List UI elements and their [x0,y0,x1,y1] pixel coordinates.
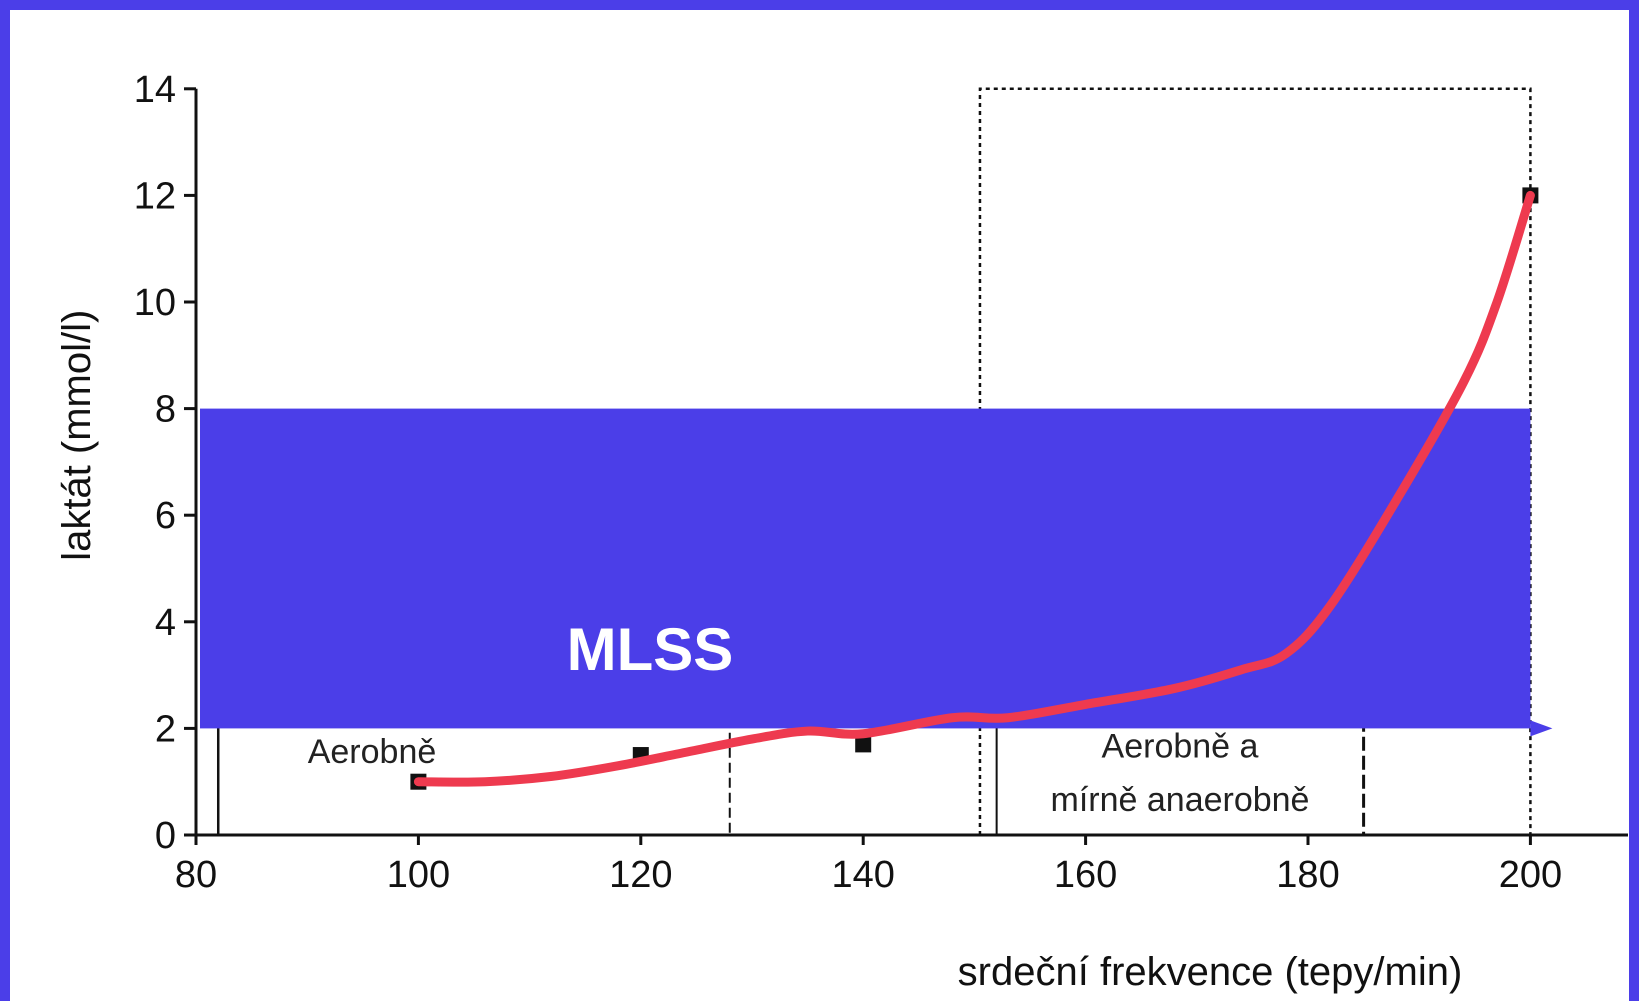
x-axis-label: srdeční frekvence (tepy/min) [958,950,1463,994]
x-tick-label: 140 [831,854,894,896]
y-tick-label: 12 [134,175,176,217]
x-tick-label: 100 [387,854,450,896]
mlss-band-arrow [1530,720,1553,737]
measured-point [855,736,872,753]
mlss-band [200,408,1531,729]
band-layer [200,408,1553,737]
y-tick-label: 4 [155,602,176,644]
x-tick-label: 120 [609,854,672,896]
zone-mixed-label-line2: mírně anaerobně [1051,781,1310,819]
axes-layer: 80 100 120 140 160 180 200 0 2 4 6 8 10 12 14 [134,69,1628,896]
y-tick-label: 8 [155,389,176,431]
zones-layer: Aerobně Aerobně a mírně anaerobně [216,87,1532,835]
y-tick-label: 0 [155,815,176,857]
x-tick-label: 160 [1054,854,1117,896]
y-tick-label: 14 [134,69,176,111]
mlss-label: MLSS [567,616,734,683]
y-axis-label: laktát (mmol/l) [55,310,99,561]
labels-layer: srdeční frekvence (tepy/min) laktát (mmo… [55,310,1462,994]
y-tick-label: 2 [155,708,176,750]
zone-aerobic-label: Aerobně [308,733,437,771]
y-tick-label: 10 [134,282,176,324]
x-tick-label: 180 [1276,854,1339,896]
y-tick-label: 6 [155,495,176,537]
curve-layer [413,190,1535,787]
x-tick-label: 200 [1499,854,1562,896]
x-tick-label: 80 [175,854,217,896]
lactate-curve [413,190,1535,787]
zone-mixed-label-line1: Aerobně a [1102,728,1259,766]
